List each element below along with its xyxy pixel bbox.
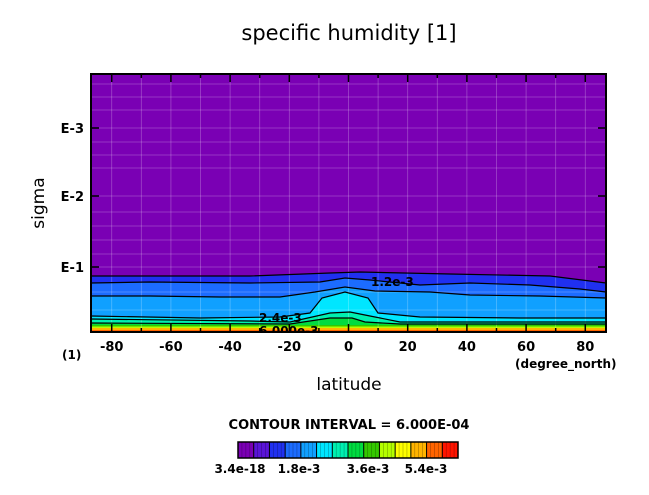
colorbar-swatch bbox=[316, 442, 333, 458]
contour-label-2: 2.4e-3 bbox=[259, 311, 302, 325]
x-axis-tick-labels: -80 -60 -40 -20 0 20 40 60 80 bbox=[100, 340, 594, 355]
contour-interval-label: CONTOUR INTERVAL = 6.000E-04 bbox=[229, 418, 470, 433]
x-tick-label: 0 bbox=[344, 340, 353, 355]
x-axis-unit: (degree_north) bbox=[515, 357, 616, 372]
x-tick-label: 60 bbox=[517, 340, 535, 355]
y-tick-label-3: E-1 bbox=[61, 261, 84, 276]
colorbar-swatch bbox=[238, 442, 255, 458]
colorbar-swatch bbox=[363, 442, 380, 458]
colorbar-frame bbox=[237, 441, 459, 459]
x-tick-label: 80 bbox=[576, 340, 594, 355]
contour-label-1: 1.2e-3 bbox=[371, 275, 414, 289]
colorbar-swatch bbox=[285, 442, 302, 458]
y-tick-label-1: E-3 bbox=[61, 122, 84, 137]
x-tick-label: 20 bbox=[399, 340, 417, 355]
colorbar-swatch bbox=[442, 442, 459, 458]
y-axis: E-3 E-2 E-1 bbox=[61, 122, 606, 276]
colorbar-label-1: 3.4e-18 bbox=[214, 462, 265, 476]
x-tick-label: -60 bbox=[159, 340, 183, 355]
x-tick-label: -20 bbox=[278, 340, 302, 355]
colorbar-swatch bbox=[253, 442, 270, 458]
colorbar-swatch bbox=[332, 442, 349, 458]
plot-area: 1.2e-3 2.4e-3 6.000e-3 bbox=[91, 74, 606, 332]
colorbar-swatch bbox=[300, 442, 318, 458]
x-axis-ticks bbox=[110, 74, 587, 332]
colorbar-swatch bbox=[269, 442, 286, 458]
x-axis-label: latitude bbox=[316, 375, 381, 395]
colorbar-label-4: 5.4e-3 bbox=[405, 462, 448, 476]
y-tick-label-2: E-2 bbox=[61, 190, 84, 205]
colorbar-label-3: 3.6e-3 bbox=[347, 462, 390, 476]
colorbar-swatch bbox=[395, 442, 412, 458]
colorbar-swatch bbox=[379, 442, 396, 458]
colorbar-swatch bbox=[426, 442, 443, 458]
colorbar-swatch bbox=[410, 442, 428, 458]
x-tick-label: -80 bbox=[100, 340, 124, 355]
colorbar-swatch bbox=[348, 442, 365, 458]
y-axis-label: sigma bbox=[29, 177, 49, 228]
colorbar-label-2: 1.8e-3 bbox=[278, 462, 321, 476]
grid-lines bbox=[91, 74, 606, 332]
chart-title: specific humidity [1] bbox=[241, 21, 456, 45]
colorbar bbox=[237, 442, 459, 458]
x-tick-label: -40 bbox=[218, 340, 242, 355]
x-tick-label: 40 bbox=[458, 340, 476, 355]
y-axis-unit: (1) bbox=[62, 348, 81, 362]
